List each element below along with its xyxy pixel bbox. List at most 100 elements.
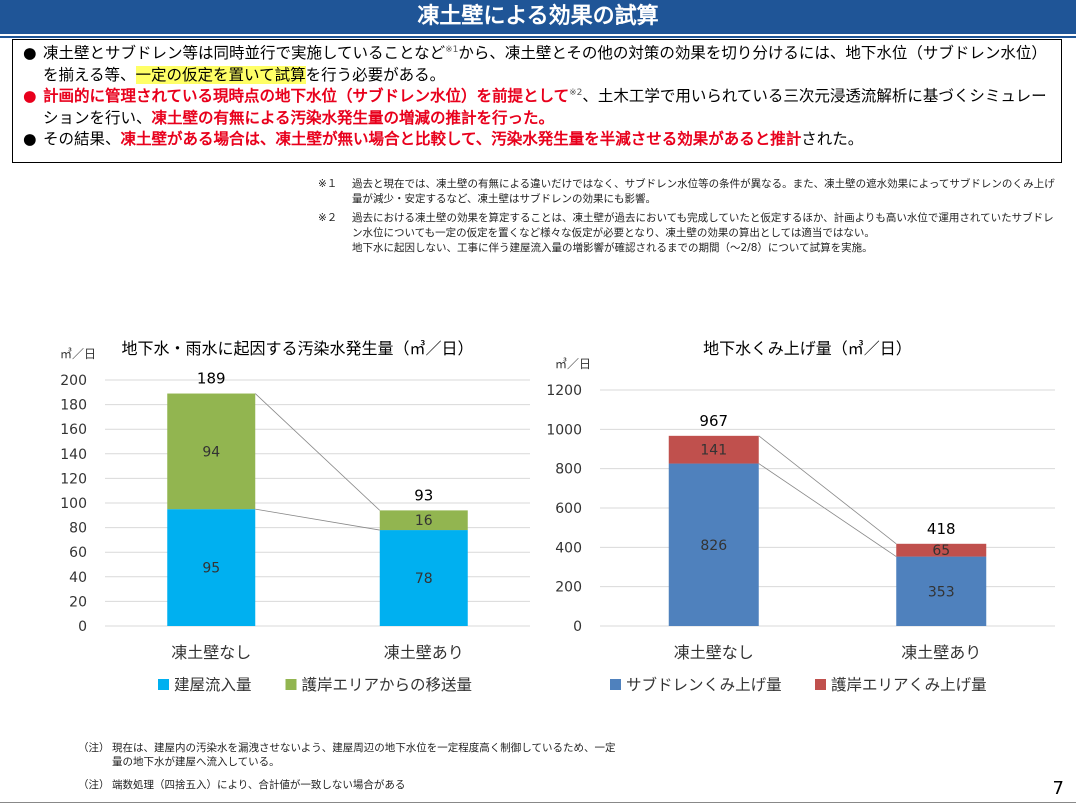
- note-mark: ※２: [318, 212, 338, 224]
- total-label: 93: [414, 486, 433, 504]
- summary-box: ● 凍土壁とサブドレン等は同時並行で実施していることなど※1から、凍土壁とその他…: [12, 39, 1062, 163]
- y-tick-label: 120: [60, 471, 87, 487]
- y-tick-label: 80: [69, 521, 87, 537]
- y-tick-label: 180: [60, 398, 87, 414]
- bar-segment: [896, 543, 987, 557]
- note-1: ※１ 過去と現在では、凍土壁の有無による違いだけではなく、サブドレン水位等の条件…: [318, 177, 1058, 207]
- note-text: 過去における凍土壁の効果を算定することは、凍土壁が過去においても完成していたと仮…: [352, 212, 1054, 239]
- bar-segment: [167, 393, 256, 510]
- text: 凍土壁とサブドレン等は同時並行で実施していることなど: [43, 44, 446, 62]
- y-unit-label: ㎥／日: [60, 347, 96, 361]
- y-tick-label: 1200: [546, 383, 582, 399]
- data-label: 65: [932, 543, 950, 559]
- emphasis-text: 計画的に管理されている現時点の地下水位（サブドレン水位）を前提として: [43, 87, 570, 105]
- y-unit-label: ㎥／日: [555, 357, 591, 371]
- y-tick-label: 200: [555, 580, 582, 596]
- legend-swatch: [158, 679, 169, 690]
- page-number: 7: [1052, 778, 1064, 799]
- bullet-icon: ●: [23, 87, 37, 105]
- x-category-label: 凍土壁なし: [171, 643, 251, 662]
- x-category-label: 凍土壁なし: [674, 643, 754, 662]
- footnote-mark: （注）: [78, 779, 110, 791]
- chart-groundwater-pumping: 地下水くみ上げ量（㎥／日） ㎥／日 0 200 400 600 800 1000 1200 826…: [546, 339, 1055, 694]
- legend-swatch: [285, 679, 297, 690]
- connector-line: [254, 393, 381, 511]
- footnote-text: 現在は、建屋内の汚染水を漏洩させないよう、建屋周辺の地下水位を一定程度高く制御し…: [112, 742, 616, 768]
- text: を行う必要がある。: [305, 65, 446, 84]
- text: された。: [801, 130, 864, 148]
- summary-bullet-3: ● その結果、凍土壁がある場合は、凍土壁が無い場合と比較して、汚染水発生量を半減…: [23, 129, 1051, 151]
- footnote-1: （注） 現在は、建屋内の汚染水を漏洩させないよう、建屋周辺の地下水位を一定程度高…: [78, 741, 618, 769]
- bar-segment: [668, 463, 759, 626]
- x-category-label: 凍土壁あり: [901, 643, 981, 662]
- text: から、凍土壁とその他の対策の効果を切り分けるには、地下水位（サブドレン水位）を揃…: [43, 44, 1047, 84]
- data-label: 826: [700, 538, 727, 554]
- y-tick-label: 800: [555, 462, 582, 478]
- footnote-ref: ※1: [445, 44, 459, 55]
- footnote-2: （注） 端数処理（四捨五入）により、合計値が一致しない場合がある: [78, 778, 618, 792]
- footnote-mark: （注）: [78, 742, 110, 754]
- y-tick-label: 0: [78, 619, 87, 635]
- text: 、土木工学で用いられている三次元浸透流解析に基づくシミュレーションを行い、: [43, 87, 1047, 127]
- y-tick-label: 200: [60, 373, 87, 389]
- chart-title: 地下水くみ上げ量（㎥／日）: [703, 339, 912, 358]
- note-mark: ※１: [318, 178, 338, 190]
- y-tick-label: 40: [69, 570, 87, 586]
- emphasis-text: 凍土壁がある場合は、凍土壁が無い場合と比較して、汚染水発生量を半減させる効果があ…: [120, 130, 802, 148]
- legend-label: 護岸エリアくみ上げ量: [831, 676, 987, 694]
- total-label: 967: [699, 412, 728, 430]
- connector-line: [758, 435, 897, 545]
- bar-segment: [379, 530, 468, 626]
- bar-segment: [167, 509, 256, 626]
- summary-bullet-2: ● 計画的に管理されている現時点の地下水位（サブドレン水位）を前提として※2、土…: [23, 86, 1051, 129]
- note-text: 地下水に起因しない、工事に伴う建屋流入量の増影響が確認されるまでの期間（～2/8…: [352, 242, 873, 254]
- footnotes: （注） 現在は、建屋内の汚染水を漏洩させないよう、建屋周辺の地下水位を一定程度高…: [78, 741, 618, 801]
- chart-contaminated-water: 地下水・雨水に起因する汚染水発生量（㎥／日） ㎥／日 0 20 40 60 80 100 120…: [60, 339, 530, 694]
- connector-line: [758, 463, 897, 557]
- data-label: 353: [928, 584, 955, 600]
- total-label: 189: [197, 370, 226, 388]
- connector-line: [255, 508, 380, 531]
- bar-segment: [896, 556, 987, 626]
- y-tick-label: 60: [69, 545, 87, 561]
- legend-label: 建屋流入量: [174, 676, 252, 694]
- y-tick-label: 600: [555, 501, 582, 517]
- chart-title: 地下水・雨水に起因する汚染水発生量（㎥／日）: [121, 339, 473, 358]
- y-tick-label: 400: [555, 540, 582, 556]
- data-label: 94: [202, 444, 220, 460]
- y-tick-label: 1000: [546, 422, 582, 438]
- legend-swatch: [815, 679, 826, 690]
- bottom-rule: [0, 802, 1076, 803]
- bullet-icon: ●: [23, 130, 37, 148]
- title-underline: [0, 36, 1076, 38]
- total-label: 418: [927, 520, 956, 538]
- page-title-bar: 凍土壁による効果の試算: [0, 0, 1076, 38]
- bar-segment: [668, 435, 759, 464]
- data-label: 95: [202, 561, 220, 577]
- note-2: ※２ 過去における凍土壁の効果を算定することは、凍土壁が過去においても完成してい…: [318, 211, 1058, 241]
- data-label: 141: [700, 443, 727, 459]
- summary-bullet-1: ● 凍土壁とサブドレン等は同時並行で実施していることなど※1から、凍土壁とその他…: [23, 43, 1051, 86]
- footnote-text: 端数処理（四捨五入）により、合計値が一致しない場合がある: [112, 779, 406, 791]
- emphasis-text: 凍土壁の有無による汚染水発生量の増減の推計を行った。: [151, 108, 555, 127]
- y-tick-label: 100: [60, 496, 87, 512]
- text: その結果、: [43, 130, 121, 148]
- data-label: 16: [415, 513, 433, 529]
- y-tick-label: 0: [573, 619, 582, 635]
- y-tick-label: 160: [60, 422, 87, 438]
- y-tick-label: 140: [60, 447, 87, 463]
- note-3: 地下水に起因しない、工事に伴う建屋流入量の増影響が確認されるまでの期間（～2/8…: [318, 241, 1058, 256]
- x-category-label: 凍土壁あり: [384, 643, 464, 662]
- page-title: 凍土壁による効果の試算: [417, 4, 659, 29]
- legend-label: サブドレンくみ上げ量: [626, 675, 782, 694]
- y-tick-label: 20: [69, 594, 87, 610]
- notes: ※１ 過去と現在では、凍土壁の有無による違いだけではなく、サブドレン水位等の条件…: [318, 177, 1058, 256]
- highlighted-text: 一定の仮定を置いて試算: [135, 65, 306, 84]
- bullet-icon: ●: [23, 44, 37, 62]
- data-label: 78: [415, 571, 433, 587]
- legend-label: 護岸エリアからの移送量: [302, 676, 473, 694]
- legend-swatch: [610, 679, 621, 690]
- bar-segment: [379, 510, 468, 531]
- footnote-ref: ※2: [569, 87, 583, 98]
- note-text: 過去と現在では、凍土壁の有無による違いだけではなく、サブドレン水位等の条件が異な…: [352, 178, 1055, 205]
